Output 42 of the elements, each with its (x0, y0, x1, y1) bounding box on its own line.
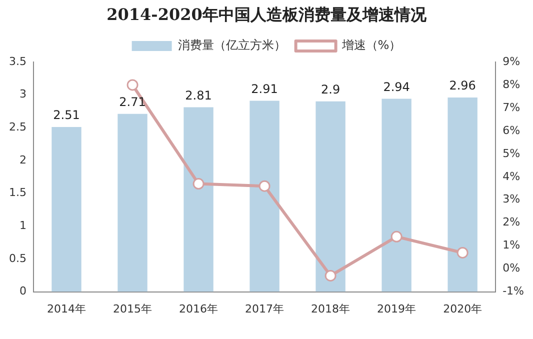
y-tick-label: 0 (19, 284, 26, 298)
y2-tick-label: 1% (502, 238, 520, 252)
y2-tick-label: 8% (502, 78, 520, 91)
y2-tick-label: 3% (502, 192, 520, 206)
point (126, 79, 138, 91)
y2-tick-label: 6% (502, 124, 520, 137)
y-tick-label: 2.5 (8, 120, 26, 134)
y-tick-label: 0.5 (8, 252, 26, 265)
x-tick-label: 2019年 (377, 302, 416, 316)
point (456, 246, 468, 258)
y2-tick-label: 5% (502, 146, 520, 160)
data-label: 2.94 (383, 80, 410, 94)
y2-tick-label: 7% (502, 100, 520, 114)
point (324, 270, 336, 282)
y2-tick-label: 0% (502, 262, 520, 275)
legend-label: 消费量（亿立方米） (178, 38, 286, 52)
x-tick-label: 2018年 (311, 302, 350, 316)
x-tick-label: 2017年 (245, 302, 284, 316)
y2-tick-label: 4% (502, 170, 520, 183)
y2-tick-label: -1% (502, 284, 524, 298)
y-tick-label: 3.5 (8, 54, 26, 68)
y-tick-label: 2 (19, 153, 26, 166)
x-tick-label: 2016年 (179, 302, 218, 316)
data-label: 2.51 (53, 108, 80, 122)
data-label: 2.96 (449, 78, 476, 93)
x-tick-label: 2015年 (113, 302, 152, 316)
x-tick-label: 2020年 (443, 302, 482, 316)
data-label: 2.9 (321, 82, 340, 97)
point (192, 178, 204, 190)
point (258, 180, 270, 192)
y2-tick-label: 2% (502, 216, 520, 229)
chart-title: 2014-2020年中国人造板消费量及增速情况 (106, 4, 428, 26)
data-label: 2.91 (251, 82, 278, 96)
x-tick-label: 2014年 (47, 302, 86, 316)
legend-label: 增速（%） (340, 38, 402, 52)
point (390, 230, 402, 242)
y-tick-label: 3 (19, 88, 26, 101)
y-tick-label: 1 (19, 219, 26, 232)
data-label: 2.71 (119, 94, 146, 109)
y2-tick-label: 9% (502, 54, 520, 68)
data-label: 2.81 (185, 88, 212, 102)
y-tick-label: 1.5 (8, 186, 26, 200)
